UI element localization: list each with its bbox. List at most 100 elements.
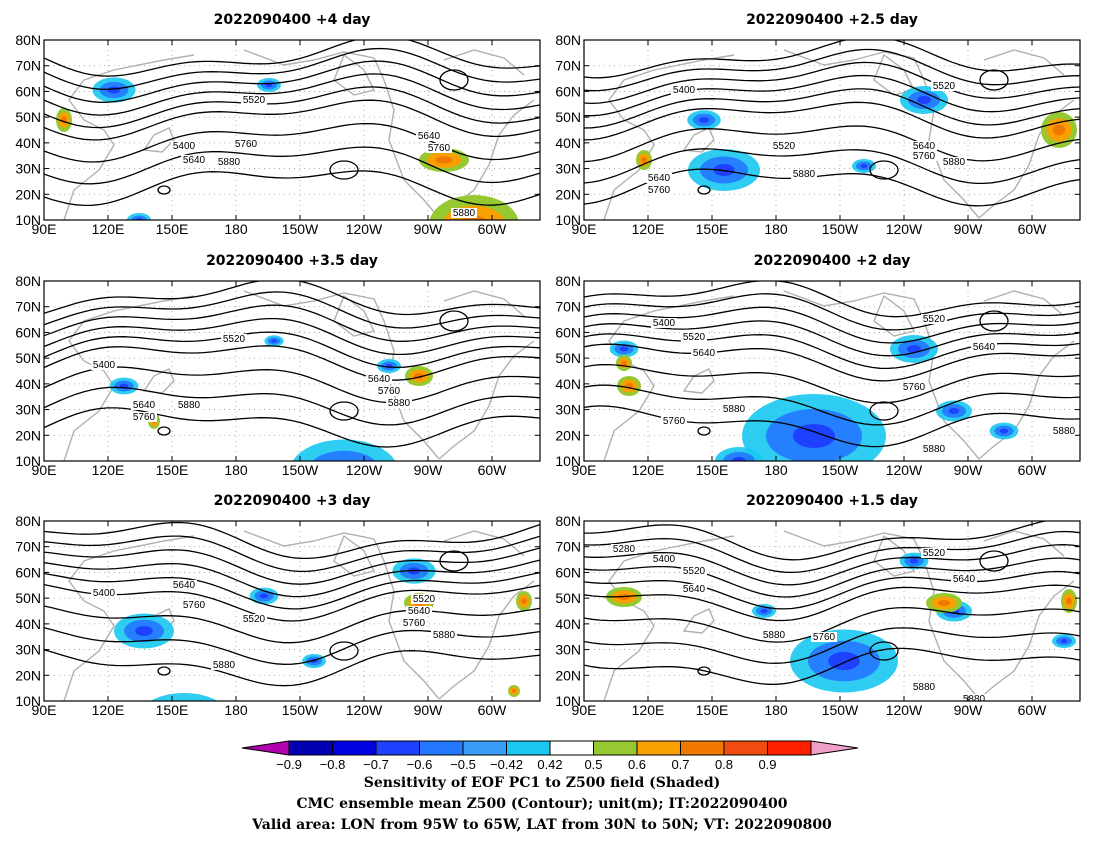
- z500-contour: [584, 647, 1080, 685]
- negative-sensitivity-shading: [699, 117, 709, 123]
- colorbar-arrow-high: [810, 740, 859, 756]
- z500-closed-contour: [869, 401, 899, 421]
- z500-closed-contour: [869, 641, 899, 661]
- negative-sensitivity-shading: [328, 226, 341, 233]
- lon-tick-label: 90W: [954, 221, 984, 237]
- z500-closed-contour: [979, 310, 1009, 332]
- contour-label-bg: [176, 400, 202, 410]
- negative-sensitivity-shading: [907, 345, 921, 353]
- lat-tick-label: 70N: [555, 58, 581, 74]
- lon-tick-label: 120W: [346, 221, 383, 237]
- colorbar: −0.9 −0.8 −0.7 −0.6 −0.5 −0.42 0.42 0.5 0.6 0.7 0.…: [241, 740, 859, 772]
- map-panel: 2022090400 +3 day54005640576055205880552…: [15, 493, 541, 728]
- z500-closed-contour: [697, 185, 711, 195]
- negative-sensitivity-shading: [331, 228, 337, 231]
- contour-label-bg: [771, 141, 797, 151]
- z500-contour: [44, 583, 540, 622]
- contour-label: 5880: [943, 157, 966, 168]
- lat-tick-label: 20N: [15, 667, 41, 683]
- z500-contour: [584, 320, 1080, 357]
- lon-tick-label: 150W: [822, 462, 859, 478]
- panel-title: 2022090400 +3 day: [214, 493, 371, 509]
- coastline: [333, 534, 376, 577]
- contour-label-bg: [131, 412, 157, 422]
- z500-closed-contour: [697, 666, 711, 676]
- contour-label: 5400: [673, 85, 696, 96]
- lat-tick-label: 10N: [555, 693, 581, 709]
- contour-label-bg: [386, 398, 412, 408]
- z500-contour: [584, 363, 1080, 404]
- z500-contour: [584, 88, 1080, 129]
- contour-label: 5880: [913, 682, 936, 693]
- lon-tick-label: 150W: [282, 462, 319, 478]
- lon-tick-label: 60W: [1018, 462, 1048, 478]
- colorbar-swatch: [593, 740, 638, 756]
- z500-contour: [44, 571, 540, 610]
- negative-sensitivity-shading: [619, 346, 629, 352]
- lat-tick-label: 70N: [15, 58, 41, 74]
- lon-tick-label: 90W: [414, 221, 444, 237]
- lon-tick-label: 120E: [92, 702, 125, 718]
- lon-tick-label: 150W: [822, 221, 859, 237]
- lon-tick-label: 150W: [282, 221, 319, 237]
- contour-label-bg: [233, 139, 259, 149]
- z500-contour: [584, 101, 1080, 141]
- contour-label: 5280: [613, 544, 636, 555]
- negative-sensitivity-shading: [696, 240, 731, 260]
- contour-label: 5760: [183, 600, 206, 611]
- negative-sensitivity-shading: [133, 715, 155, 728]
- map-frame: [43, 39, 541, 221]
- z500-contour: [44, 521, 540, 560]
- lon-tick-label: 90W: [414, 702, 444, 718]
- coastline: [983, 290, 1065, 317]
- contour-label-bg: [91, 360, 117, 370]
- contour-label-bg: [401, 618, 427, 628]
- z500-closed-contour: [329, 641, 359, 661]
- contour-label-bg: [171, 141, 197, 151]
- contour-label: 5760: [403, 618, 426, 629]
- lat-tick-label: 60N: [15, 324, 41, 340]
- lon-tick-label: 120E: [92, 221, 125, 237]
- coastline: [983, 530, 1065, 557]
- contour-label-bg: [376, 386, 402, 396]
- positive-sensitivity-shading: [435, 156, 453, 164]
- contour-label: 5640: [973, 342, 996, 353]
- negative-sensitivity-shading: [324, 224, 343, 235]
- lon-tick-label: 90E: [32, 221, 57, 237]
- contour-label-bg: [366, 374, 392, 384]
- z500-contour: [584, 293, 1080, 331]
- colorbar-tick-label: −0.6: [407, 757, 433, 772]
- colorbar-tick-label: −0.9: [276, 757, 302, 772]
- colorbar-swatch: [549, 740, 594, 756]
- lat-tick-label: 80N: [555, 32, 581, 48]
- contour-label: 5880: [793, 169, 816, 180]
- z500-closed-contour: [157, 426, 171, 436]
- lat-tick-label: 10N: [555, 212, 581, 228]
- z500-closed-contour: [979, 69, 1009, 91]
- map-frame: [43, 520, 541, 702]
- contour-label: 5880: [388, 398, 411, 409]
- contour-label-bg: [901, 382, 927, 392]
- colorbar-swatch: [723, 740, 768, 756]
- contour-label: 5880: [763, 630, 786, 641]
- contour-label-bg: [181, 155, 207, 165]
- negative-sensitivity-shading: [640, 242, 669, 259]
- contour-label: 5400: [653, 554, 676, 565]
- positive-sensitivity-shading: [521, 598, 527, 604]
- negative-sensitivity-shading: [999, 428, 1009, 434]
- lon-tick-label: 180: [224, 702, 248, 718]
- contour-label-bg: [681, 584, 707, 594]
- colorbar-tick-label: 0.6: [628, 757, 646, 772]
- colorbar-swatch: [506, 740, 551, 756]
- contour-label: 5880: [453, 208, 476, 219]
- contour-label: 5520: [243, 95, 266, 106]
- lat-tick-label: 70N: [555, 539, 581, 555]
- lat-tick-label: 60N: [555, 564, 581, 580]
- negative-sensitivity-shading: [644, 245, 663, 256]
- contour-label-bg: [971, 342, 997, 352]
- lon-tick-label: 180: [224, 221, 248, 237]
- coastline: [603, 54, 735, 220]
- contour-label-bg: [921, 444, 947, 454]
- lon-tick-label: 120W: [886, 221, 923, 237]
